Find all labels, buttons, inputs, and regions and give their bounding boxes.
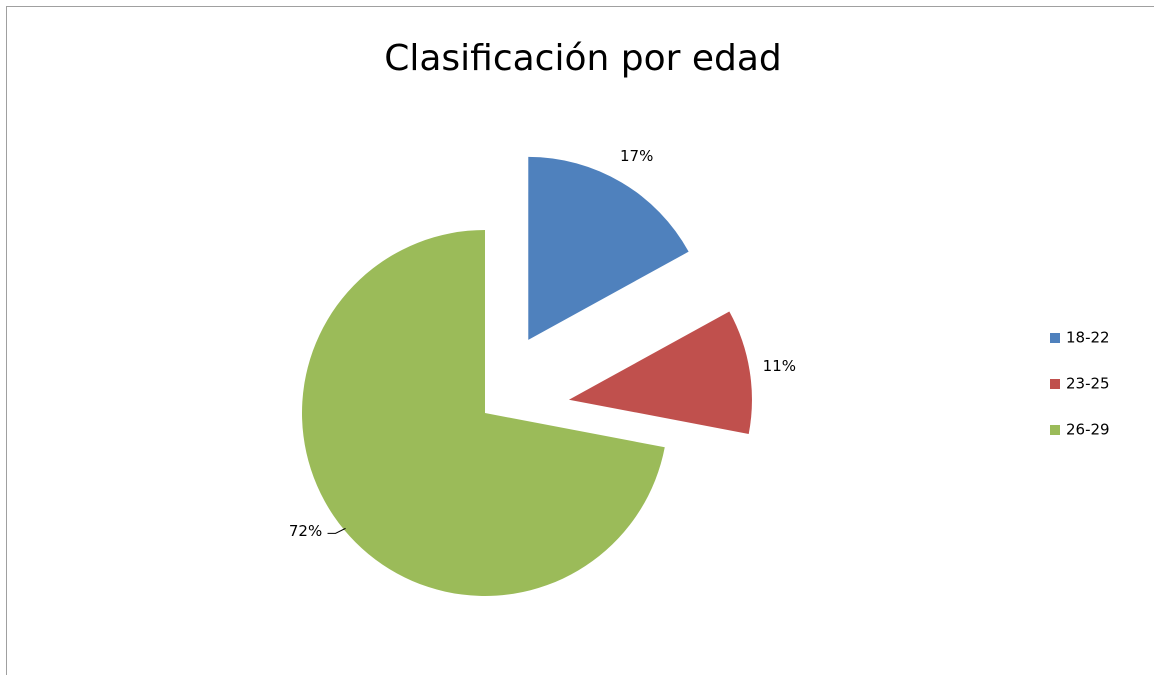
chart-border (6, 6, 1154, 675)
data-label: 17% (620, 147, 653, 165)
leader-line (327, 527, 346, 534)
legend-swatch (1050, 425, 1060, 435)
data-label: 72% (289, 522, 322, 540)
legend-swatch (1050, 333, 1060, 343)
legend-label: 26-29 (1066, 421, 1110, 439)
pie-slice (568, 311, 752, 434)
legend-label: 23-25 (1066, 375, 1110, 393)
legend-label: 18-22 (1066, 329, 1110, 347)
legend-swatch (1050, 379, 1060, 389)
pie-slice (528, 156, 689, 340)
data-label: 11% (763, 357, 796, 375)
pie-slice (301, 230, 665, 596)
chart-title: Clasificación por edad (384, 38, 782, 79)
